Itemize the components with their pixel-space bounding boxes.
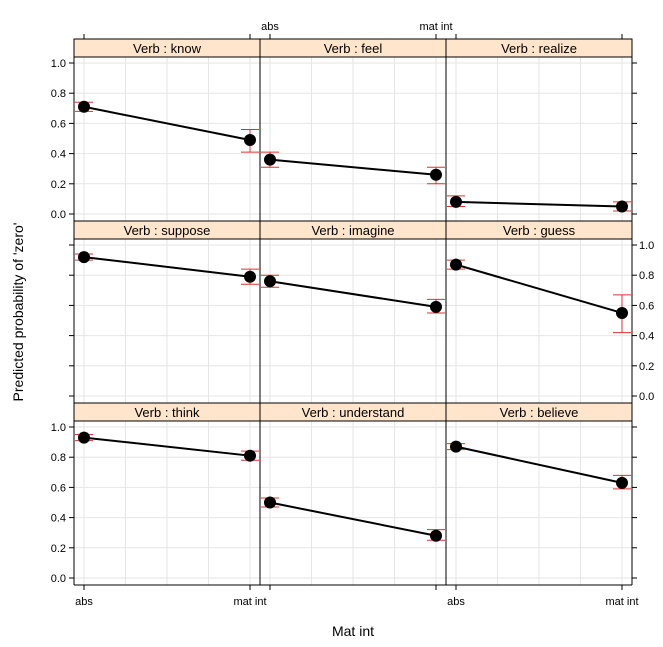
panel-label: Verb : feel [324,41,383,56]
y-tick-label: 0.4 [51,513,66,525]
data-point [450,440,462,453]
panel-label: Verb : think [134,405,200,420]
x-tick-label: abs [261,21,279,33]
x-tick-label: mat int [419,21,452,33]
data-point [430,168,442,181]
x-tick-label: abs [447,596,465,608]
panel-label: Verb : guess [503,223,576,238]
panel-label: Verb : understand [302,405,405,420]
y-tick-label: 0.8 [51,88,66,100]
x-tick-label: abs [75,596,93,608]
y-axis-title: Predicted probability of 'zero' [10,223,26,402]
y-tick-label: 0.0 [639,391,654,403]
data-point [244,270,256,283]
data-point [264,496,276,509]
y-tick-label: 0.2 [51,179,66,191]
x-tick-label: mat int [605,596,638,608]
y-tick-label: 0.6 [639,300,654,312]
series-line [83,436,251,457]
data-point [616,200,628,213]
y-tick-label: 0.4 [51,149,66,161]
data-point [244,134,256,147]
x-axis-title: Mat int [332,623,374,639]
series-line [455,200,623,208]
panel-label: Verb : suppose [124,223,211,238]
data-point [450,258,462,271]
data-point [430,529,442,542]
data-point [78,431,90,444]
data-point [264,153,276,166]
y-tick-label: 0.8 [51,452,66,464]
y-tick-label: 0.6 [51,482,66,494]
y-tick-label: 1.0 [51,422,66,434]
data-point [430,300,442,313]
panel-label: Verb : know [133,41,202,56]
y-tick-label: 1.0 [51,58,66,70]
y-tick-label: 0.0 [51,573,66,585]
data-point [244,449,256,462]
y-tick-label: 0.2 [639,361,654,373]
data-point [264,275,276,288]
series-line [455,263,623,314]
y-tick-label: 1.0 [639,240,654,252]
series-line [83,256,251,278]
panel-label: Verb : believe [500,405,579,420]
data-point [78,100,90,113]
data-point [616,476,628,489]
data-point [616,306,628,319]
y-tick-label: 0.0 [51,209,66,221]
series-line [269,280,437,308]
data-point [78,251,90,264]
series-line [269,158,437,176]
series-line [269,501,437,537]
series-line [83,105,251,141]
x-tick-label: mat int [233,596,266,608]
y-tick-label: 0.6 [51,118,66,130]
data-point [450,195,462,208]
y-tick-label: 0.2 [51,543,66,555]
y-tick-label: 0.8 [639,270,654,282]
panel-label: Verb : realize [501,41,577,56]
series-line [455,445,623,484]
y-tick-label: 0.4 [639,331,654,343]
panel-label: Verb : imagine [311,223,394,238]
